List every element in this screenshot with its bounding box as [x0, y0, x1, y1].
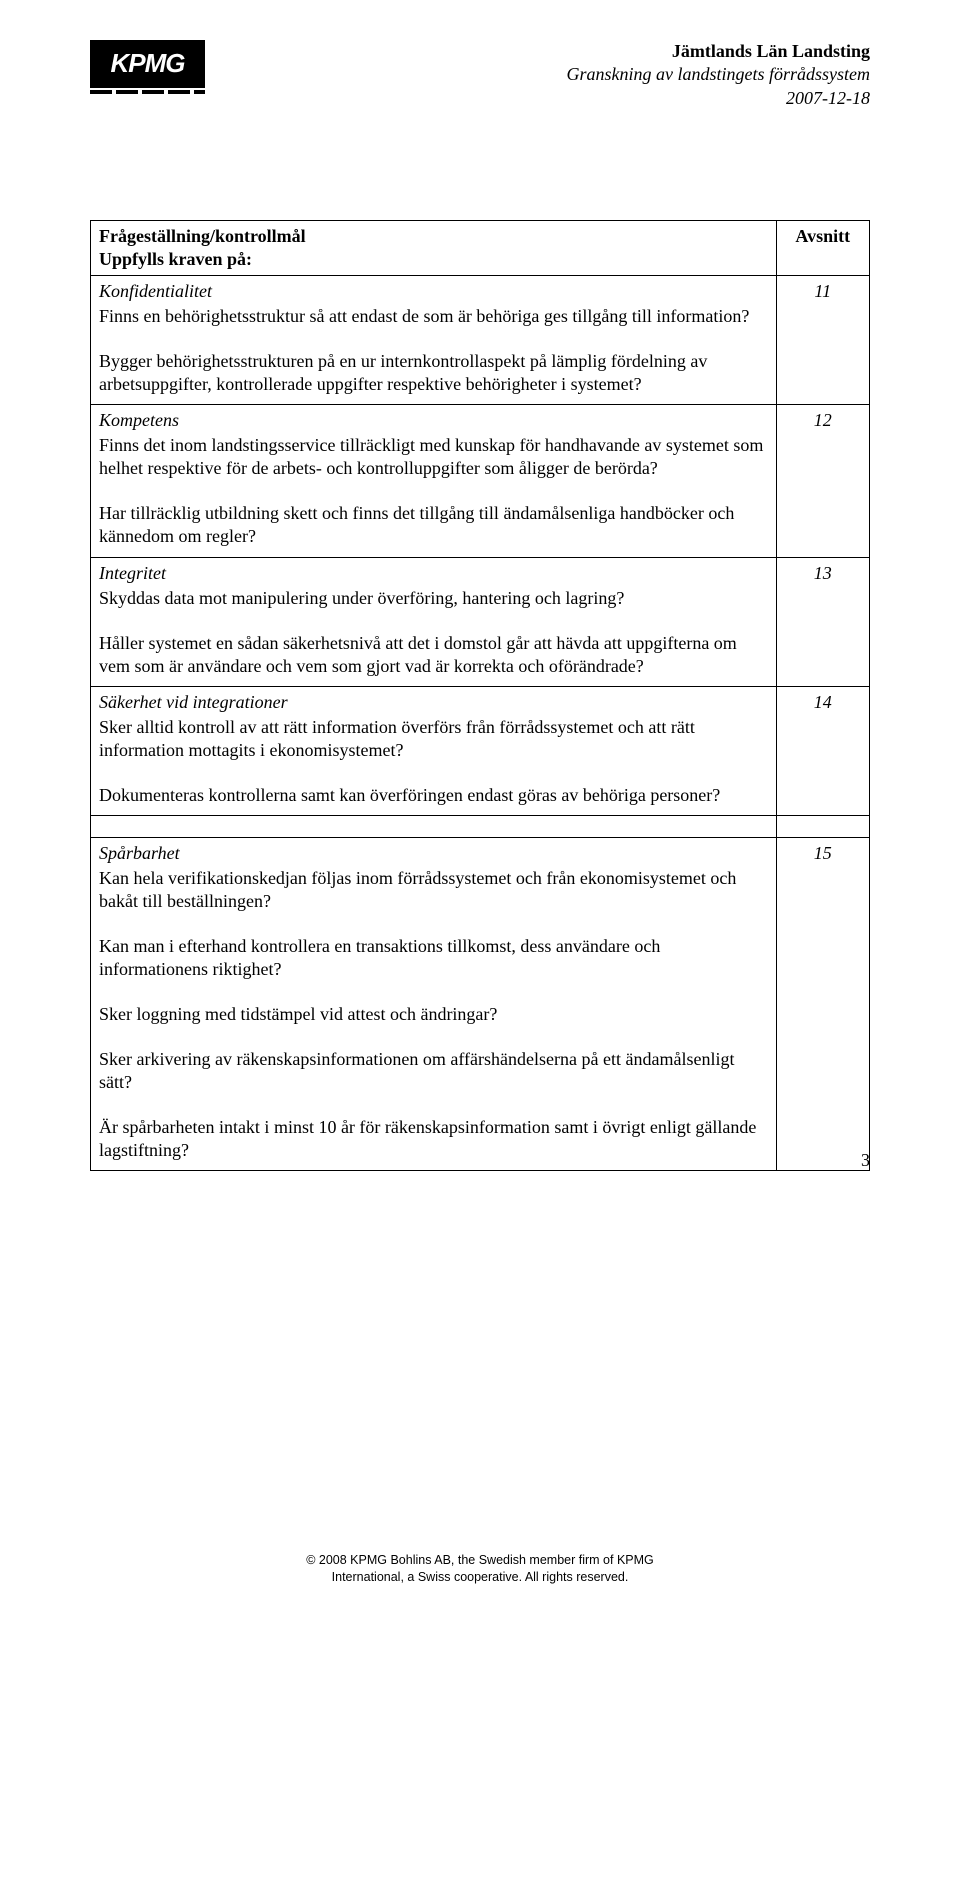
spacer-cell — [91, 815, 777, 837]
row-para: Dokumenteras kontrollerna samt kan överf… — [99, 784, 768, 807]
section-title: Säkerhet vid integrationer — [99, 692, 288, 712]
footer-line2: International, a Swiss cooperative. All … — [90, 1569, 870, 1586]
header-date: 2007-12-18 — [567, 87, 871, 110]
row-para: Finns en behörighetsstruktur så att enda… — [99, 305, 768, 328]
row-num: 15 — [776, 837, 869, 1170]
row-para: Kan man i efterhand kontrollera en trans… — [99, 935, 768, 981]
header-subtitle: Granskning av landstingets förrådssystem — [567, 63, 871, 86]
spacer-cell — [776, 815, 869, 837]
row-num: 11 — [776, 276, 869, 405]
header-left-line2: Uppfylls kraven på: — [99, 248, 768, 271]
controls-table: Frågeställning/kontrollmål Uppfylls krav… — [90, 220, 870, 1171]
row-text: Konfidentialitet Finns en behörighetsstr… — [91, 276, 777, 405]
section-title: Konfidentialitet — [99, 281, 212, 301]
page-number: 3 — [90, 1149, 870, 1172]
header-meta: Jämtlands Län Landsting Granskning av la… — [567, 40, 871, 110]
table-row: Säkerhet vid integrationer Sker alltid k… — [91, 686, 870, 815]
section-title: Spårbarhet — [99, 843, 180, 863]
section-title: Integritet — [99, 563, 166, 583]
row-num: 12 — [776, 405, 869, 557]
row-num: 14 — [776, 686, 869, 815]
row-para: Skyddas data mot manipulering under över… — [99, 587, 768, 610]
row-para: Kan hela verifikationskedjan följas inom… — [99, 867, 768, 913]
header-left-line1: Frågeställning/kontrollmål — [99, 225, 768, 248]
footer-line1: © 2008 KPMG Bohlins AB, the Swedish memb… — [90, 1552, 870, 1569]
row-para: Sker alltid kontroll av att rätt informa… — [99, 716, 768, 762]
table-row: Integritet Skyddas data mot manipulering… — [91, 557, 870, 686]
row-text: Spårbarhet Kan hela verifikationskedjan … — [91, 837, 777, 1170]
row-para: Sker arkivering av räkenskapsinformation… — [99, 1048, 768, 1094]
row-para: Har tillräcklig utbildning skett och fin… — [99, 502, 768, 548]
row-para: Sker loggning med tidstämpel vid attest … — [99, 1003, 768, 1026]
logo-text: KPMG — [111, 47, 185, 80]
table-header-left: Frågeställning/kontrollmål Uppfylls krav… — [91, 221, 777, 276]
kpmg-logo: KPMG — [90, 40, 205, 88]
table-header-row: Frågeställning/kontrollmål Uppfylls krav… — [91, 221, 870, 276]
table-row: Kompetens Finns det inom landstingsservi… — [91, 405, 870, 557]
row-text: Kompetens Finns det inom landstingsservi… — [91, 405, 777, 557]
row-num: 13 — [776, 557, 869, 686]
section-title: Kompetens — [99, 410, 179, 430]
row-para: Håller systemet en sådan säkerhetsnivå a… — [99, 632, 768, 678]
row-para: Bygger behörighetsstrukturen på en ur in… — [99, 350, 768, 396]
header-org: Jämtlands Län Landsting — [567, 40, 871, 63]
table-row: Spårbarhet Kan hela verifikationskedjan … — [91, 837, 870, 1170]
page-footer: © 2008 KPMG Bohlins AB, the Swedish memb… — [90, 1552, 870, 1586]
table-row: Konfidentialitet Finns en behörighetsstr… — [91, 276, 870, 405]
row-text: Integritet Skyddas data mot manipulering… — [91, 557, 777, 686]
row-text: Säkerhet vid integrationer Sker alltid k… — [91, 686, 777, 815]
spacer-row — [91, 815, 870, 837]
table-header-right: Avsnitt — [776, 221, 869, 276]
page-header: KPMG Jämtlands Län Landsting Granskning … — [90, 40, 870, 110]
row-para: Finns det inom landstingsservice tillräc… — [99, 434, 768, 480]
